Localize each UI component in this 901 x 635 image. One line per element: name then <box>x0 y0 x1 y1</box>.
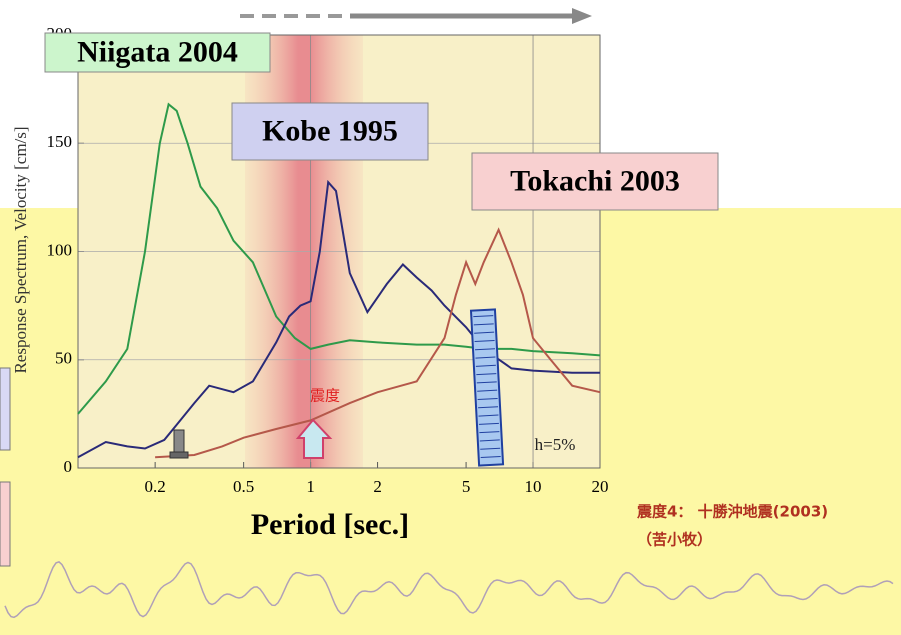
x-tick-label: 2 <box>373 477 382 496</box>
side-box <box>0 368 10 450</box>
building-icon <box>174 430 184 454</box>
x-tick-label: 1 <box>306 477 315 496</box>
y-tick-label: 0 <box>64 457 73 476</box>
y-tick-label: 50 <box>55 349 72 368</box>
x-tick-label: 20 <box>592 477 609 496</box>
slide: 0501001502000.20.51251020 Period [sec.] … <box>0 0 901 635</box>
y-tick-label: 150 <box>47 132 73 151</box>
legend-label: Tokachi 2003 <box>510 164 680 197</box>
legend-label: Kobe 1995 <box>262 114 398 147</box>
annotation: 震度 <box>310 387 340 405</box>
side-box <box>0 482 10 566</box>
x-axis-label: Period [sec.] <box>251 508 409 541</box>
annotation: （苦小牧） <box>637 531 712 549</box>
legend-label: Niigata 2004 <box>77 35 238 68</box>
y-tick-label: 100 <box>47 240 73 259</box>
x-tick-label: 5 <box>462 477 471 496</box>
x-tick-label: 10 <box>525 477 542 496</box>
annotation: h=5% <box>535 435 576 454</box>
building-base <box>170 452 188 458</box>
y-axis-label: Response Spectrum, Velocity [cm/s] <box>11 126 30 373</box>
annotation: 震度4： 十勝沖地震(2003) <box>637 503 828 521</box>
x-tick-label: 0.2 <box>145 477 166 496</box>
arrow-head <box>572 8 592 24</box>
x-tick-label: 0.5 <box>233 477 254 496</box>
